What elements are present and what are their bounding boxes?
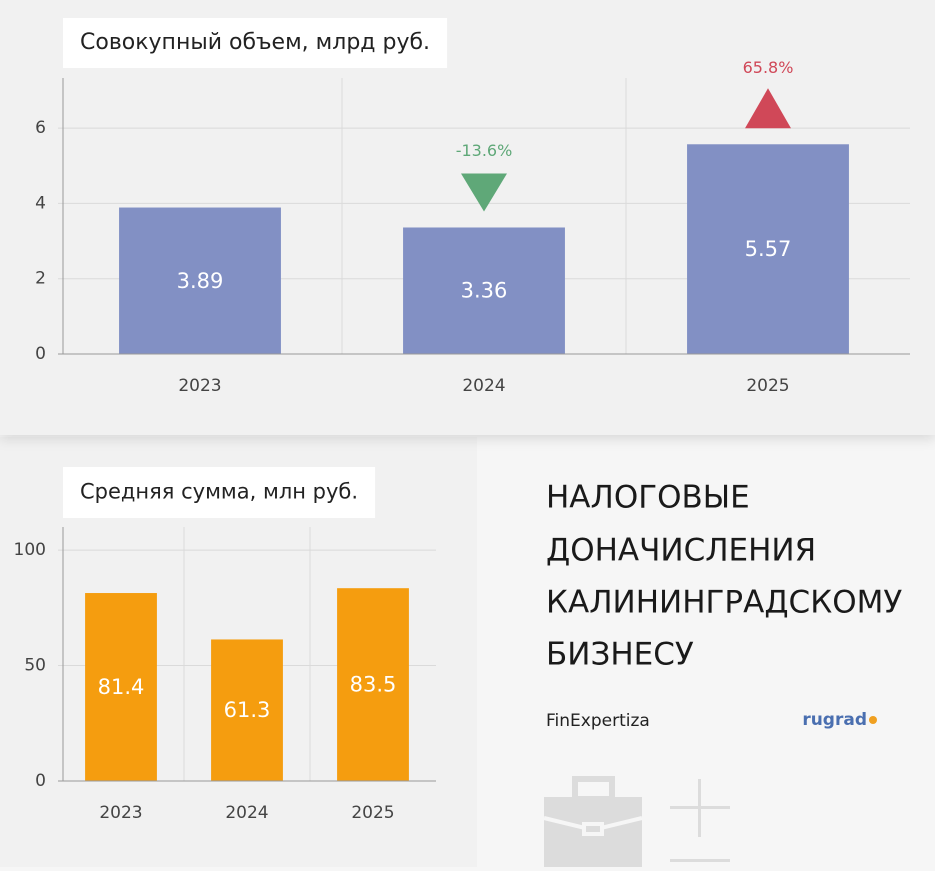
title-box (63, 467, 376, 518)
bar (85, 593, 157, 781)
x-tick-label: 2023 (99, 803, 142, 823)
value-label: 81.4 (98, 675, 145, 699)
headline-line: ДОНАЧИСЛЕНИЯ (546, 533, 816, 569)
value-label: 5.57 (745, 237, 792, 261)
value-label: 61.3 (224, 698, 271, 722)
chart: Средняя сумма, млн руб. 0 50 100 81.4 2023 61.… (14, 467, 436, 823)
chart-title: Средняя сумма, млн руб. (80, 480, 358, 504)
icon (543, 776, 730, 867)
change-label: -13.6% (456, 141, 513, 160)
chart-title: Совокупный объем, млрд руб. (80, 30, 430, 55)
brand: rugrad (802, 710, 867, 730)
y-tick-label: 0 (35, 344, 46, 364)
value-label: 3.36 (461, 279, 508, 303)
y-tick-label: 4 (35, 193, 46, 213)
source: FinExpertiza (546, 711, 650, 731)
bar (337, 588, 409, 781)
value-label: 83.5 (350, 673, 397, 697)
x-tick-label: 2023 (178, 376, 221, 396)
value-label: 3.89 (177, 269, 224, 293)
y-tick-label: 0 (35, 771, 46, 791)
headline: НАЛОГОВЫЕ ДОНАЧИСЛЕНИЯ КАЛИНИНГРАДСКОМУ … (546, 480, 902, 673)
bar (211, 639, 283, 781)
change-label: 65.8% (743, 58, 794, 77)
y-tick-label: 100 (14, 540, 46, 560)
title-box (63, 18, 448, 68)
headline-line: НАЛОГОВЫЕ (546, 480, 750, 516)
y-tick-label: 50 (24, 656, 46, 676)
bar (119, 207, 281, 354)
x-tick-label: 2024 (462, 376, 505, 396)
x-tick-label: 2025 (746, 376, 789, 396)
x-tick-label: 2024 (225, 803, 268, 823)
change-marker (745, 88, 791, 129)
bar (687, 144, 849, 354)
x-tick-label: 2025 (351, 803, 394, 823)
y-tick-label: 2 (35, 269, 46, 289)
change-marker (461, 173, 507, 212)
brand-dot (869, 716, 877, 724)
headline-line: КАЛИНИНГРАДСКОМУ (546, 585, 902, 621)
headline-line: БИЗНЕСУ (546, 637, 694, 673)
chart: Совокупный объем, млрд руб. 0 2 4 6 3.89 2023 3… (35, 18, 910, 396)
y-tick-label: 6 (35, 118, 46, 138)
bar (403, 227, 565, 354)
